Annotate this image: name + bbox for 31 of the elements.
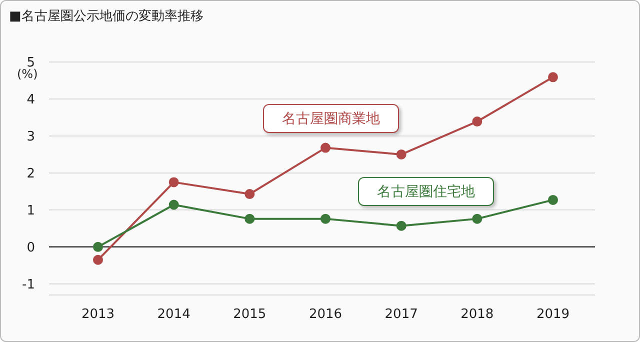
y-tick-label: -1: [22, 278, 35, 293]
x-tick-label: 2017: [384, 307, 418, 322]
point: [320, 214, 330, 224]
x-tick-label: 2018: [460, 307, 494, 322]
y-tick-label: 3: [26, 130, 35, 145]
point: [472, 116, 482, 127]
x-tick-label: 2019: [536, 307, 570, 322]
x-tick-label: 2013: [81, 307, 115, 322]
point: [472, 214, 482, 224]
point: [93, 242, 103, 252]
point: [93, 254, 103, 265]
y-tick-label: 1: [26, 204, 35, 219]
point: [548, 194, 558, 205]
point: [244, 189, 255, 200]
point: [168, 177, 179, 188]
y-tick-label: 4: [26, 92, 35, 108]
series-label: 名古屋圏商業地: [263, 104, 399, 133]
x-tick-label: 2016: [308, 307, 342, 322]
point: [168, 200, 179, 210]
point: [548, 72, 558, 82]
y-tick-label: 2: [26, 166, 35, 182]
y-tick-label: 0: [26, 240, 35, 256]
point: [320, 142, 330, 153]
chart-title: ■名古屋圏公示地価の変動率推移: [9, 8, 204, 25]
point: [244, 214, 255, 224]
x-tick-label: 2014: [157, 307, 190, 322]
series-label: 名古屋圏住宅地: [358, 177, 494, 206]
y-axis-title: (%): [17, 67, 38, 81]
x-tick-label: 2015: [233, 307, 266, 322]
point: [396, 220, 406, 231]
point: [396, 149, 406, 160]
